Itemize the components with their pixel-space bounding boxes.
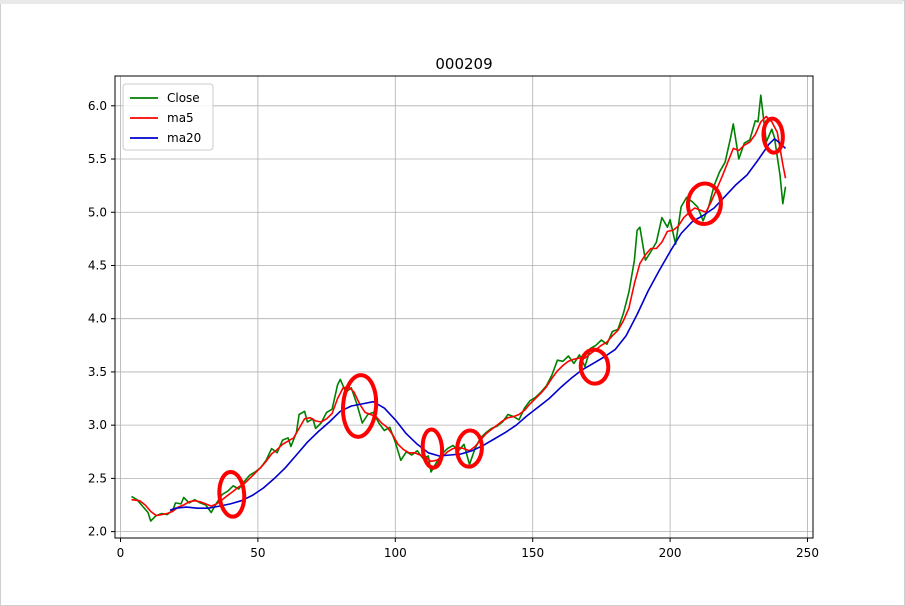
y-tick-label: 3.0 bbox=[88, 418, 107, 432]
x-tick-label: 50 bbox=[250, 546, 265, 560]
legend-box bbox=[122, 83, 214, 151]
x-tick-label: 250 bbox=[796, 546, 819, 560]
legend: Close ma5 ma20 bbox=[122, 83, 214, 151]
annotation-layer bbox=[217, 116, 785, 519]
y-tick-label: 2.5 bbox=[88, 471, 107, 485]
x-tick-label: 0 bbox=[117, 546, 125, 560]
plot-frame bbox=[114, 75, 814, 539]
annotation-circle bbox=[761, 116, 785, 155]
x-axis: 0 50 100 150 200 250 bbox=[117, 538, 819, 560]
window-top-border bbox=[0, 0, 903, 4]
y-axis: 2.0 2.5 3.0 3.5 4.0 4.5 5.0 5.5 6.0 bbox=[88, 99, 115, 539]
x-tick-label: 100 bbox=[384, 546, 407, 560]
y-tick-label: 2.0 bbox=[88, 525, 107, 539]
y-tick-label: 5.0 bbox=[88, 205, 107, 219]
chart-title: 000209 bbox=[435, 55, 492, 73]
legend-label: ma20 bbox=[167, 131, 201, 145]
annotation-circle bbox=[217, 470, 247, 519]
annotation-circle bbox=[340, 373, 379, 439]
legend-label: Close bbox=[167, 91, 200, 105]
series-line-ma20 bbox=[169, 138, 787, 512]
annotation-circle bbox=[578, 347, 611, 386]
annotation-circle bbox=[455, 428, 484, 469]
annotation-circle bbox=[685, 181, 723, 226]
y-tick-label: 5.5 bbox=[88, 152, 107, 166]
y-tick-label: 4.5 bbox=[88, 258, 107, 272]
y-tick-label: 4.0 bbox=[88, 312, 107, 326]
y-tick-label: 6.0 bbox=[88, 99, 107, 113]
x-tick-label: 150 bbox=[521, 546, 544, 560]
grid bbox=[115, 76, 813, 538]
x-tick-label: 200 bbox=[659, 546, 682, 560]
annotation-circle bbox=[420, 427, 445, 470]
legend-label: ma5 bbox=[167, 111, 194, 125]
y-tick-label: 3.5 bbox=[88, 365, 107, 379]
